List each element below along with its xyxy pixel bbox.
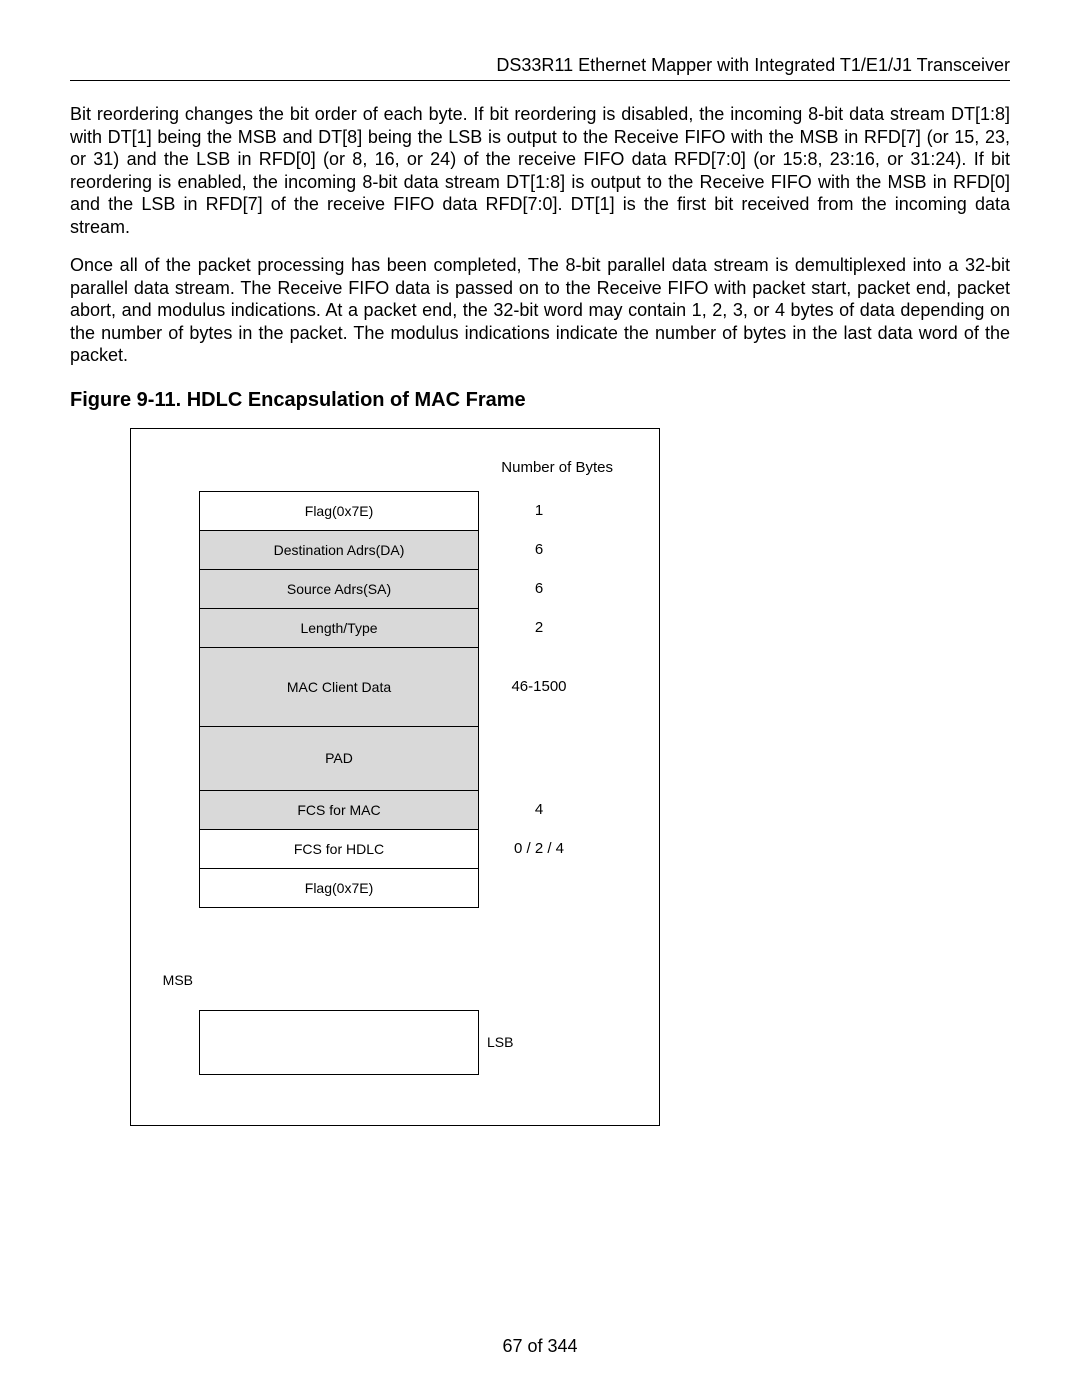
bytes-sa: 6 <box>479 569 599 609</box>
row-da: Destination Adrs(DA) <box>199 530 479 570</box>
bytes-data: 46-1500 <box>479 647 599 727</box>
bytes-da: 6 <box>479 530 599 570</box>
frame-boxes: Flag(0x7E) Destination Adrs(DA) Source A… <box>199 492 479 908</box>
paragraph-1: Bit reordering changes the bit order of … <box>70 103 1010 238</box>
page-footer: 67 of 344 <box>0 1336 1080 1357</box>
row-fcshdlc: FCS for HDLC <box>199 829 479 869</box>
header-text: DS33R11 Ethernet Mapper with Integrated … <box>70 55 1010 76</box>
row-fcsmac: FCS for MAC <box>199 790 479 830</box>
row-lt: Length/Type <box>199 608 479 648</box>
figure-title: Figure 9-11. HDLC Encapsulation of MAC F… <box>70 389 1010 412</box>
row-flag2: Flag(0x7E) <box>199 868 479 908</box>
row-sa: Source Adrs(SA) <box>199 569 479 609</box>
bytes-fcshdlc: 0 / 2 / 4 <box>479 829 599 869</box>
figure-container: Number of Bytes MSB Flag(0x7E) Destinati… <box>130 428 660 1126</box>
bytes-header: Number of Bytes <box>149 459 641 476</box>
row-flag1: Flag(0x7E) <box>199 491 479 531</box>
bytes-fcsmac: 4 <box>479 790 599 830</box>
lsb-label: LSB <box>479 1034 513 1050</box>
bit-order-row: LSB <box>149 1010 641 1075</box>
bytes-column: 1 6 6 2 46-1500 4 0 / 2 / 4 <box>479 492 599 908</box>
row-data: MAC Client Data <box>199 647 479 727</box>
paragraph-2: Once all of the packet processing has be… <box>70 254 1010 367</box>
page-header: DS33R11 Ethernet Mapper with Integrated … <box>70 55 1010 81</box>
bytes-flag1: 1 <box>479 491 599 531</box>
bytes-lt: 2 <box>479 608 599 648</box>
msb-label: MSB <box>149 492 199 988</box>
frame-area: MSB Flag(0x7E) Destination Adrs(DA) Sour… <box>149 492 641 988</box>
bytes-flag2 <box>479 868 599 908</box>
bit-box <box>199 1010 479 1075</box>
bytes-pad <box>479 726 599 791</box>
row-pad: PAD <box>199 726 479 791</box>
